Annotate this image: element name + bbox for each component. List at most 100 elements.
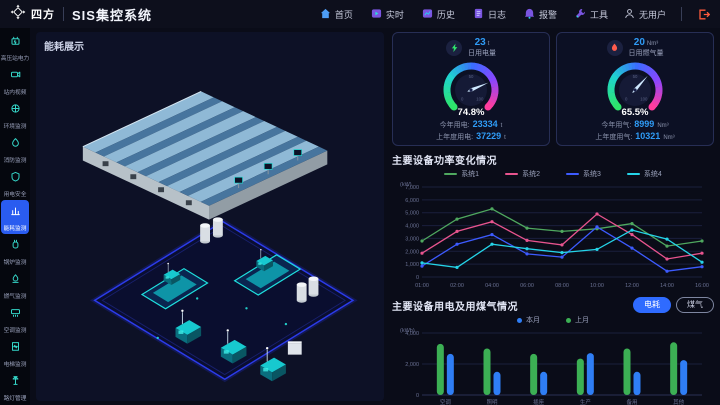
power-chart-section: 主要设备功率变化情况 系统1 系统2 系统3 系统4 (kW) 0 1,000 2,000 3… bbox=[392, 152, 714, 291]
svg-text:50: 50 bbox=[469, 74, 474, 79]
metrics-panel: 23 t 日用电量 0 50 100 74.8% 今年用电: 23334 t 上年度用电: 37… bbox=[392, 32, 714, 405]
panel-title: 能耗展示 bbox=[44, 42, 84, 53]
card-stat-row: 上年度用电: 37229 t bbox=[436, 131, 506, 141]
sidebar-item-6[interactable]: 锅炉监测 bbox=[1, 234, 29, 268]
sidebar-item-1[interactable]: 站内视频 bbox=[1, 64, 29, 98]
svg-text:(kWh): (kWh) bbox=[400, 328, 415, 334]
tools-icon bbox=[575, 8, 586, 21]
legend-marker bbox=[566, 173, 579, 175]
svg-text:插座: 插座 bbox=[533, 398, 545, 405]
sidebar-item-7[interactable]: 燃气监测 bbox=[1, 268, 29, 302]
sidebar-item-8[interactable]: 空调监测 bbox=[1, 302, 29, 336]
legend-item-系统4[interactable]: 系统4 bbox=[626, 169, 662, 179]
legend-marker bbox=[505, 173, 519, 175]
svg-text:其他: 其他 bbox=[673, 398, 685, 405]
boiler-icon bbox=[10, 237, 21, 255]
equipment-unit bbox=[175, 309, 202, 344]
svg-text:08:00: 08:00 bbox=[555, 283, 569, 289]
legend-item-上月[interactable]: 上月 bbox=[566, 315, 589, 325]
svg-text:100: 100 bbox=[476, 96, 484, 101]
environment-icon bbox=[10, 101, 21, 119]
streetlamp-icon bbox=[10, 373, 21, 391]
logo-icon bbox=[10, 4, 26, 25]
power-line-chart: (kW) 0 1,000 2,000 3,000 4,000 5,000 6,000 7,000… bbox=[400, 182, 709, 289]
svg-text:0: 0 bbox=[416, 393, 419, 399]
floor bbox=[89, 217, 358, 383]
transformer-icon bbox=[10, 33, 21, 51]
gauge-card-1: 20 Nm³ 日用燃气量 0 50 100 65.5% 今年用气: 8999 Nm³ 上年度用… bbox=[556, 32, 714, 146]
svg-text:01:00: 01:00 bbox=[415, 283, 429, 289]
svg-text:12:00: 12:00 bbox=[625, 283, 639, 289]
svg-text:0: 0 bbox=[625, 96, 628, 101]
svg-text:74.8%: 74.8% bbox=[458, 107, 485, 118]
legend-marker bbox=[626, 173, 640, 175]
nav-item-0[interactable]: 首页 bbox=[320, 8, 353, 21]
legend-marker bbox=[566, 317, 571, 323]
svg-text:06:00: 06:00 bbox=[520, 283, 534, 289]
svg-text:14:00: 14:00 bbox=[660, 283, 674, 289]
svg-text:02:00: 02:00 bbox=[450, 283, 464, 289]
svg-text:4,000: 4,000 bbox=[405, 224, 419, 230]
energy-toggle-group: 电耗 煤气 bbox=[633, 297, 714, 313]
equipment-unit bbox=[256, 249, 273, 272]
nav-item-2[interactable]: 历史 bbox=[422, 8, 455, 21]
legend-item-系统1[interactable]: 系统1 bbox=[444, 169, 479, 179]
elevator-icon bbox=[10, 339, 21, 357]
logout-button[interactable] bbox=[697, 8, 710, 21]
sidebar-item-5[interactable]: 能耗监测 bbox=[1, 200, 29, 234]
user-divider bbox=[681, 7, 682, 21]
tank-cylinder bbox=[200, 223, 210, 244]
ac-icon bbox=[10, 305, 21, 323]
sidebar-item-10[interactable]: 路灯管理 bbox=[1, 370, 29, 404]
svg-text:(kW): (kW) bbox=[400, 182, 412, 188]
svg-text:1,000: 1,000 bbox=[405, 262, 419, 268]
electricity-icon bbox=[446, 39, 462, 56]
svg-text:0: 0 bbox=[461, 96, 464, 101]
nav-item-5[interactable]: 工具 bbox=[575, 8, 608, 21]
nav-item-4[interactable]: 报警 bbox=[524, 8, 557, 21]
card-stat-row: 上年度用气: 10321 Nm³ bbox=[595, 131, 675, 141]
svg-text:2,000: 2,000 bbox=[405, 362, 419, 368]
svg-text:空调: 空调 bbox=[440, 398, 452, 405]
svg-text:3,000: 3,000 bbox=[405, 236, 419, 242]
svg-text:50: 50 bbox=[633, 74, 638, 79]
sidebar-item-9[interactable]: 电梯监测 bbox=[1, 336, 29, 370]
gauge: 0 50 100 74.8% bbox=[443, 62, 499, 118]
svg-text:65.5%: 65.5% bbox=[622, 107, 649, 118]
camera-icon bbox=[10, 67, 21, 85]
nav-item-3[interactable]: 日志 bbox=[473, 8, 506, 21]
equipment-unit bbox=[163, 262, 181, 286]
page-title: SIS集控系统 bbox=[72, 7, 152, 23]
logo: 四方 bbox=[10, 4, 55, 25]
roof bbox=[82, 90, 328, 220]
legend-marker bbox=[444, 173, 458, 175]
home-icon bbox=[320, 8, 331, 21]
svg-text:照明: 照明 bbox=[486, 399, 498, 405]
legend-item-本月[interactable]: 本月 bbox=[517, 315, 540, 325]
energy-bar-chart: (kWh) 0 2,000 4,000 空调 照明 插座 生产 备用 其他 bbox=[400, 328, 702, 405]
daily-value: 23 t bbox=[474, 37, 490, 48]
realtime-icon bbox=[371, 8, 382, 21]
alarm-icon bbox=[524, 8, 535, 21]
svg-text:04:00: 04:00 bbox=[485, 283, 499, 289]
line-chart-legend: 系统1 系统2 系统3 系统4 bbox=[392, 169, 714, 179]
energy-3d-facility-view bbox=[82, 90, 358, 383]
sidebar-item-0[interactable]: 高压站电力 bbox=[1, 30, 29, 64]
sidebar-item-3[interactable]: 消防监测 bbox=[1, 132, 29, 166]
svg-text:10:00: 10:00 bbox=[590, 283, 604, 289]
sidebar-item-2[interactable]: 环境监测 bbox=[1, 98, 29, 132]
user-menu[interactable]: 无用户 bbox=[624, 8, 666, 21]
fire-icon bbox=[10, 135, 21, 153]
svg-text:0: 0 bbox=[416, 275, 419, 281]
app-header: 四方 SIS集控系统 首页 实时 历史 日志 报警 工具 无用户 bbox=[0, 0, 720, 28]
toggle-electricity[interactable]: 电耗 bbox=[633, 297, 671, 313]
toggle-gas[interactable]: 煤气 bbox=[676, 297, 714, 313]
sidebar-item-4[interactable]: 用电安全 bbox=[1, 166, 29, 200]
logo-text: 四方 bbox=[31, 9, 55, 21]
equipment-unit bbox=[260, 347, 286, 382]
legend-item-系统2[interactable]: 系统2 bbox=[505, 169, 540, 179]
legend-item-系统3[interactable]: 系统3 bbox=[566, 169, 601, 179]
nav-item-1[interactable]: 实时 bbox=[371, 8, 404, 21]
user-icon bbox=[624, 8, 635, 21]
